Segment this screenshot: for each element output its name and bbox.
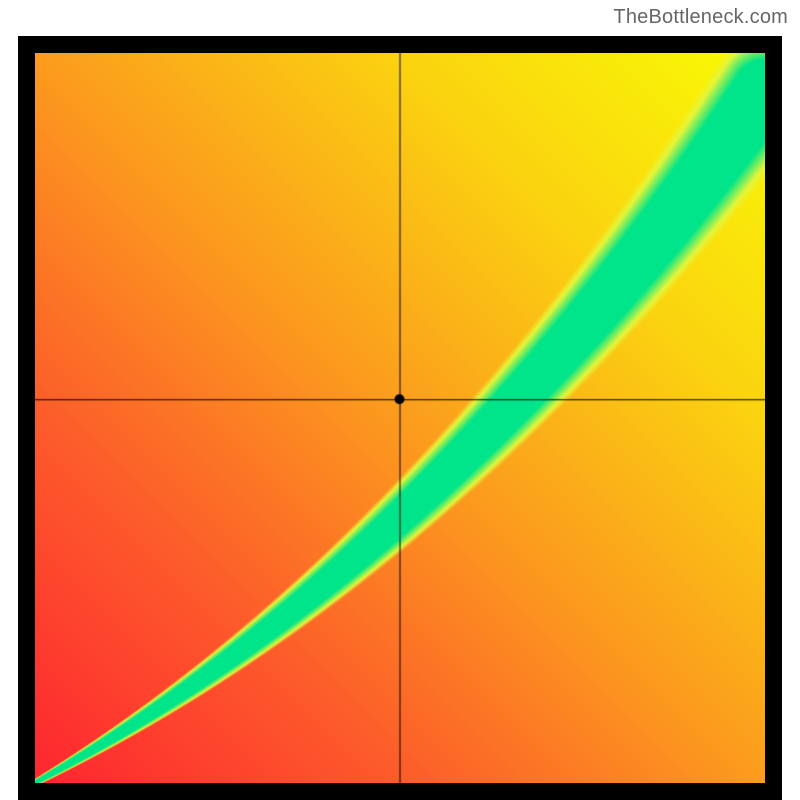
- heatmap-canvas: [35, 53, 765, 783]
- attribution-label: TheBottleneck.com: [613, 6, 788, 29]
- chart-container: TheBottleneck.com: [0, 0, 800, 800]
- bottleneck-heatmap: [18, 36, 782, 800]
